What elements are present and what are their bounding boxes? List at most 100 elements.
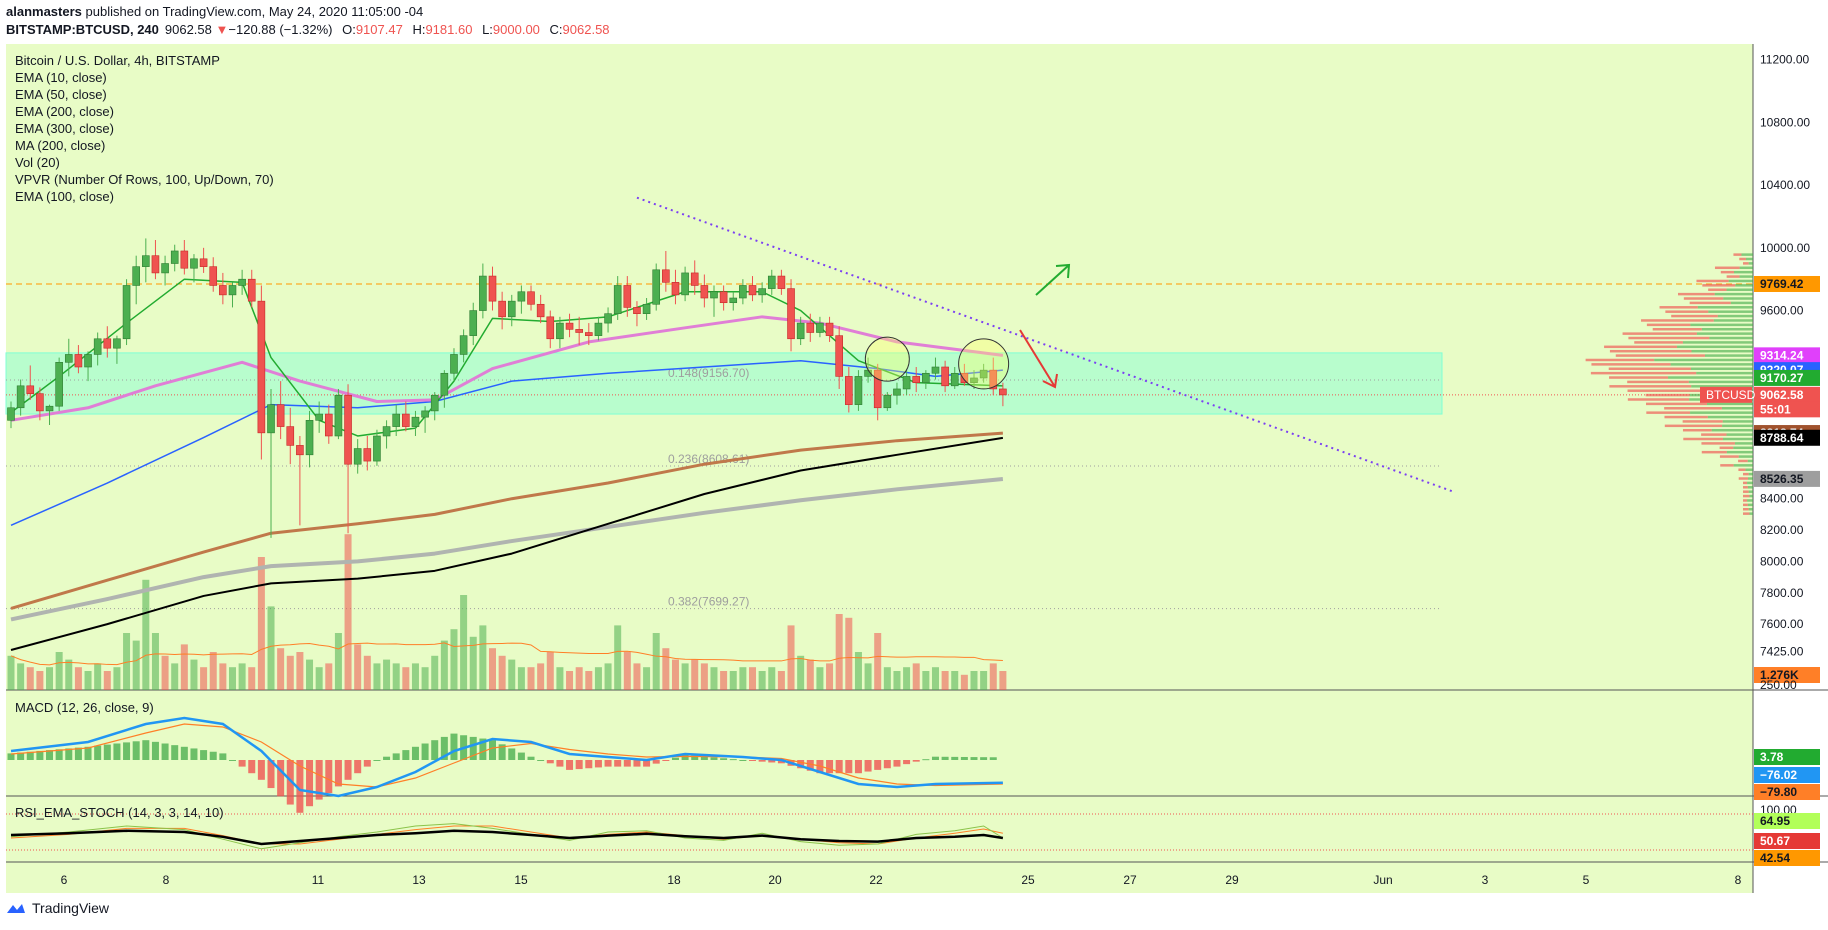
vpvr-row-down: [1664, 424, 1723, 428]
macd-histogram-bar: [585, 760, 593, 769]
macd-histogram-bar: [749, 760, 757, 761]
candle-body: [652, 269, 661, 305]
vpvr-row-down: [1615, 354, 1705, 357]
vpvr-row-down: [1683, 437, 1724, 441]
candle-body: [257, 300, 266, 434]
macd-label-text: −76.02: [1760, 768, 1797, 782]
vpvr-row-down: [1609, 385, 1692, 388]
vpvr-row-down: [1646, 411, 1691, 414]
candle-body: [199, 258, 208, 267]
macd-legend[interactable]: MACD (12, 26, close, 9): [15, 700, 154, 715]
legend-ema50[interactable]: EMA (50, close): [15, 87, 107, 102]
vpvr-row-up: [1733, 446, 1753, 450]
time-tick-label: 22: [869, 873, 883, 887]
price-tick-label: 8000.00: [1760, 554, 1804, 568]
vpvr-row-up: [1734, 442, 1753, 445]
candle-body: [517, 291, 526, 302]
price-change: −120.88 (−1.32%): [228, 22, 333, 37]
footer-brand[interactable]: TradingView: [32, 900, 110, 916]
vpvr-row-down: [1627, 398, 1690, 401]
volume-bar: [161, 655, 169, 690]
legend-ema200[interactable]: EMA (200, close): [15, 104, 114, 119]
up-arrow-head: [1055, 263, 1071, 279]
candle-body: [402, 413, 410, 427]
macd-histogram-bar: [421, 743, 429, 760]
legend-ema300[interactable]: EMA (300, close): [15, 121, 114, 136]
vpvr-row-down: [1743, 503, 1748, 507]
candle-body: [276, 404, 285, 427]
rsi-legend[interactable]: RSI_EMA_STOCH (14, 3, 3, 14, 10): [15, 805, 224, 820]
macd-histogram-bar: [893, 760, 901, 767]
volume-bar: [700, 663, 708, 690]
candle-body: [748, 285, 757, 296]
candle-body: [180, 250, 189, 269]
volume-bar: [893, 671, 901, 690]
vpvr-row-up: [1717, 314, 1753, 318]
vpvr-row-down: [1609, 376, 1669, 379]
rsi-label-tag: [1754, 813, 1820, 829]
candle-body: [55, 361, 63, 407]
volume-bar: [209, 652, 217, 690]
ema300-line: [10, 476, 1004, 622]
macd-histogram-bar: [161, 743, 169, 760]
legend-vol[interactable]: Vol (20): [15, 155, 60, 170]
volume-bar: [315, 667, 323, 690]
vpvr-row-down: [1689, 301, 1731, 305]
volume-ma-line: [10, 642, 1003, 666]
macd-histogram-bar: [238, 760, 246, 767]
candle-body: [845, 376, 853, 405]
candle-body: [84, 354, 92, 368]
vpvr-row-down: [1696, 279, 1729, 283]
vpvr-row-up: [1722, 424, 1753, 428]
vpvr-row-up: [1747, 486, 1753, 489]
macd-histogram-bar: [383, 756, 391, 760]
vpvr-row-up: [1730, 301, 1753, 305]
price-tick-label: 8200.00: [1760, 523, 1804, 537]
volume-bar: [826, 663, 834, 690]
author-name[interactable]: alanmasters: [6, 4, 82, 19]
candle-body: [594, 322, 603, 336]
volume-bar: [614, 625, 622, 690]
vpvr-row-down: [1622, 332, 1697, 335]
volume-bar: [248, 667, 256, 690]
macd-histogram-bar: [864, 760, 872, 772]
candle-body: [334, 394, 343, 437]
volume-bar: [816, 667, 824, 690]
macd-histogram-bar: [806, 760, 814, 771]
volume-bar: [103, 671, 111, 690]
macd-histogram-bar: [286, 760, 294, 805]
candle-body: [623, 285, 632, 308]
volume-bar: [84, 671, 92, 690]
legend-symbol[interactable]: Bitcoin / U.S. Dollar, 4h, BITSTAMP: [15, 53, 220, 68]
macd-histogram-bar: [517, 752, 525, 760]
volume-bar: [864, 663, 872, 690]
publish-line: alanmasters published on TradingView.com…: [6, 4, 423, 19]
price-label-text: 8788.64: [1760, 431, 1804, 445]
legend-ema10[interactable]: EMA (10, close): [15, 70, 107, 85]
legend-ma200[interactable]: MA (200, close): [15, 138, 106, 153]
candle-body: [556, 322, 564, 340]
vpvr-row-up: [1670, 363, 1753, 366]
candle-body: [296, 445, 304, 456]
candle-body: [970, 377, 978, 383]
vpvr-row-up: [1741, 253, 1753, 256]
rsi-label-text: 50.67: [1760, 834, 1790, 848]
macd-histogram-bar: [989, 757, 997, 760]
macd-histogram-bar: [922, 759, 930, 761]
volume-bar: [758, 671, 766, 690]
volume-bar: [344, 534, 352, 690]
candle-body: [700, 285, 709, 299]
price-label-tag: [1754, 401, 1820, 418]
last-price: 9062.58: [164, 22, 212, 37]
volume-bar: [922, 671, 930, 690]
time-tick-label: 8: [163, 873, 170, 887]
vpvr-row-down: [1609, 349, 1692, 353]
vpvr-row-down: [1646, 323, 1691, 327]
candle-body: [286, 426, 295, 446]
vpvr-row-up: [1748, 477, 1753, 480]
volume-bar: [768, 667, 776, 690]
candle-body: [363, 448, 372, 462]
legend-vpvr[interactable]: VPVR (Number Of Rows, 100, Up/Down, 70): [15, 172, 274, 187]
legend-ema100[interactable]: EMA (100, close): [15, 189, 114, 204]
